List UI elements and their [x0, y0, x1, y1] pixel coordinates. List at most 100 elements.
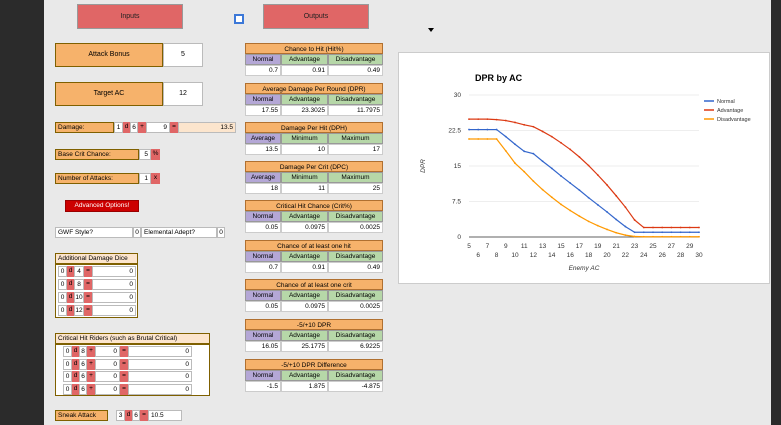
- damage-die-input[interactable]: 6: [130, 122, 138, 133]
- data-point: [633, 235, 636, 238]
- rider-mod-input[interactable]: 0: [95, 371, 120, 382]
- output-header: Normal: [245, 211, 281, 222]
- rider-count-input[interactable]: 0: [63, 358, 72, 370]
- output-title: -5/+10 DPR: [245, 319, 383, 330]
- output-value: 0.0975: [281, 222, 328, 233]
- elemental-label: Elemental Adept?: [141, 227, 217, 238]
- outputs-panel: Chance to Hit (Hit%) Normal Advantage Disad…: [245, 43, 383, 403]
- target-ac-label: Target AC: [55, 82, 163, 106]
- rider-plus-label: +: [87, 371, 95, 382]
- data-point: [578, 189, 581, 192]
- data-point: [587, 196, 590, 199]
- data-point: [477, 138, 480, 140]
- rider-die-input[interactable]: 8: [79, 346, 87, 357]
- rider-mod-input[interactable]: 0: [95, 358, 120, 370]
- output-header: Average: [245, 172, 281, 183]
- dice-count-input[interactable]: 0: [58, 292, 67, 303]
- dice-die-input[interactable]: 10: [74, 292, 84, 303]
- data-point: [587, 220, 590, 223]
- data-point: [596, 174, 599, 176]
- x-tick-label: 6: [476, 252, 480, 259]
- data-point: [560, 175, 562, 177]
- x-tick-label: 7: [486, 243, 490, 250]
- sneak-count-input[interactable]: 3: [116, 410, 125, 421]
- output-header: Disadvantage: [328, 290, 383, 301]
- crit-percent-label: %: [151, 149, 160, 160]
- x-tick-label: 10: [511, 252, 519, 259]
- damage-count-input[interactable]: 1: [114, 122, 123, 133]
- rider-count-input[interactable]: 0: [63, 346, 72, 357]
- output-header: Normal: [245, 290, 281, 301]
- data-point: [504, 149, 507, 152]
- dice-die-input[interactable]: 8: [74, 279, 84, 290]
- output-value: 6.9225: [328, 341, 383, 352]
- rider-eq-label: =: [120, 346, 128, 357]
- legend-label: Advantage: [717, 108, 743, 114]
- dice-die-input[interactable]: 12: [74, 305, 84, 316]
- data-point: [532, 125, 535, 128]
- data-point: [615, 194, 618, 197]
- output-header: Minimum: [281, 133, 328, 144]
- target-ac-input[interactable]: 12: [163, 82, 203, 106]
- output-title: Chance to Hit (Hit%): [245, 43, 383, 54]
- data-point: [633, 219, 636, 221]
- sneak-d-label: d: [125, 410, 132, 421]
- y-tick-label: 0: [457, 234, 461, 241]
- dice-count-input[interactable]: 0: [58, 279, 67, 290]
- dice-total-value: 0: [92, 305, 136, 316]
- outputs-button[interactable]: Outputs: [263, 4, 369, 29]
- spreadsheet: Inputs Outputs Attack Bonus 5 Target AC …: [44, 0, 771, 425]
- dice-total-value: 0: [92, 279, 136, 290]
- dice-d-label: d: [67, 292, 74, 303]
- dice-die-input[interactable]: 4: [74, 266, 84, 277]
- dice-count-input[interactable]: 0: [58, 305, 67, 316]
- attacks-input[interactable]: 1: [139, 173, 151, 184]
- rider-die-input[interactable]: 6: [79, 358, 87, 370]
- data-point: [514, 162, 516, 165]
- damage-mod-input[interactable]: 9: [146, 122, 170, 133]
- y-tick-label: 30: [454, 92, 462, 99]
- output-header: Average: [245, 133, 281, 144]
- x-tick-label: 15: [557, 243, 565, 250]
- series-line-normal: [469, 128, 699, 233]
- rider-mod-input[interactable]: 0: [95, 346, 120, 357]
- data-point: [652, 231, 654, 234]
- attack-bonus-input[interactable]: 5: [163, 43, 203, 67]
- data-point: [569, 182, 572, 184]
- output-header: Disadvantage: [328, 54, 383, 65]
- sneak-die-input[interactable]: 6: [132, 410, 140, 421]
- data-point: [624, 234, 627, 237]
- rider-eq-label: =: [120, 383, 128, 395]
- data-point: [468, 118, 470, 121]
- dice-d-label: d: [67, 266, 74, 277]
- dpr-chart-svg: DPR by AC 0 7.5 15 22.5 30 5 7 9 11 13 15 17 19 21 23 25…: [420, 73, 751, 272]
- output-title: Chance of at least one crit: [245, 279, 383, 290]
- output-header: Disadvantage: [328, 251, 383, 262]
- advanced-options-button[interactable]: Advanced Options!: [65, 200, 139, 212]
- data-point: [477, 118, 480, 121]
- rider-die-input[interactable]: 6: [79, 371, 87, 382]
- data-point: [688, 231, 691, 234]
- chart-title: DPR by AC: [475, 73, 523, 83]
- rider-die-input[interactable]: 6: [79, 383, 87, 395]
- data-point: [633, 231, 636, 234]
- gwf-input[interactable]: 0: [133, 227, 141, 238]
- rider-mod-input[interactable]: 0: [95, 383, 120, 395]
- rider-eq-label: =: [120, 371, 128, 382]
- dice-count-input[interactable]: 0: [58, 266, 67, 277]
- data-point: [578, 156, 581, 158]
- gwf-label: GWF Style?: [55, 227, 133, 238]
- x-tick-label: 13: [539, 243, 547, 250]
- attacks-label: Number of Attacks:: [55, 173, 139, 184]
- elemental-input[interactable]: 0: [217, 227, 225, 238]
- series-line-advantage: [469, 118, 699, 229]
- rider-count-input[interactable]: 0: [63, 383, 72, 395]
- data-point: [504, 119, 507, 122]
- inputs-button[interactable]: Inputs: [77, 4, 183, 29]
- output-title: Damage Per Crit (DPC): [245, 161, 383, 172]
- checkbox-icon[interactable]: [234, 14, 244, 24]
- rider-count-input[interactable]: 0: [63, 371, 72, 382]
- crit-chance-input[interactable]: 5: [139, 149, 151, 160]
- output-value: 11: [281, 183, 328, 194]
- output-value: 0.91: [281, 262, 328, 273]
